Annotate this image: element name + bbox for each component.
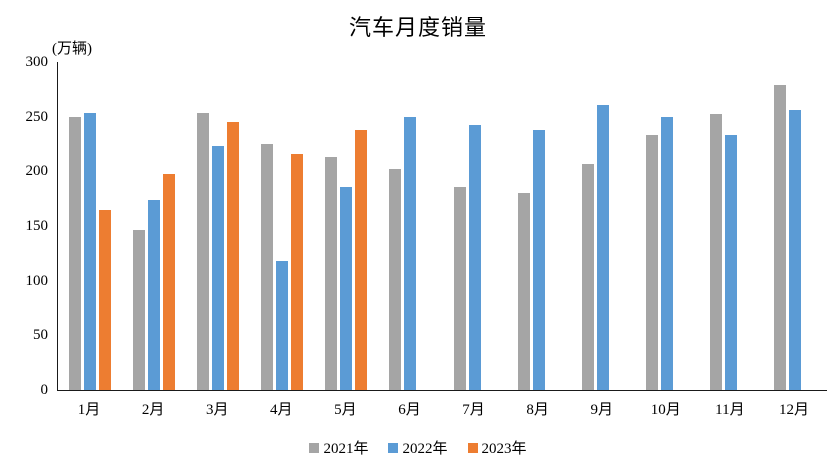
bar-2022年-3月	[212, 146, 225, 390]
bar-2021年-8月	[517, 193, 530, 390]
bar-2021年-10月	[645, 135, 658, 390]
x-tick-label-1月: 1月	[77, 402, 101, 418]
chart-title: 汽车月度销量	[348, 15, 487, 40]
bar-2021年-3月	[197, 113, 210, 390]
bar-2022年-7月	[468, 125, 481, 390]
legend-swatch-icon	[467, 442, 478, 453]
bar-2022年-2月	[148, 199, 161, 390]
y-tick-label-0: 0	[40, 382, 49, 398]
legend: 2021年 2022年 2023年	[0, 437, 836, 458]
bar-2021年-9月	[581, 163, 594, 390]
bar-2023年-5月	[355, 129, 368, 390]
x-tick-label-8月: 8月	[526, 402, 549, 418]
bar-2021年-5月	[325, 157, 338, 390]
y-tick-label-300: 300	[25, 54, 49, 70]
y-tick-label-250: 250	[25, 108, 49, 125]
bar-2023年-3月	[227, 122, 240, 390]
bar-2022年-6月	[404, 116, 417, 390]
bar-2021年-12月	[773, 84, 786, 390]
bar-2022年-11月	[724, 135, 737, 390]
bar-2022年-10月	[660, 116, 673, 390]
y-tick-label-150: 150	[25, 218, 49, 234]
y-tick-label-50: 50	[33, 327, 48, 344]
bar-2022年-1月	[84, 113, 97, 390]
x-tick-label-3月: 3月	[205, 402, 229, 418]
x-tick-label-12月: 12月	[778, 402, 809, 418]
bar-2021年-2月	[133, 230, 146, 390]
x-tick-label-5月: 5月	[334, 402, 357, 418]
plot-area	[57, 62, 827, 391]
bar-2021年-6月	[389, 169, 402, 390]
y-tick-label-100: 100	[25, 272, 49, 289]
bar-2021年-7月	[453, 186, 466, 390]
bar-2023年-4月	[291, 153, 304, 390]
legend-item-2023年: 2023年	[467, 437, 527, 458]
bar-2023年-2月	[163, 173, 176, 390]
bar-2021年-4月	[261, 144, 274, 390]
bar-2022年-5月	[340, 186, 353, 390]
y-axis-unit-label: (万辆)	[52, 41, 92, 57]
bar-2022年-9月	[596, 104, 609, 390]
bar-2021年-11月	[709, 114, 722, 390]
legend-label: 2022年	[402, 441, 448, 457]
legend-item-2022年: 2022年	[388, 437, 448, 458]
bar-2022年-12月	[788, 110, 801, 390]
x-tick-label-6月: 6月	[398, 402, 421, 418]
bar-2023年-1月	[99, 209, 112, 390]
legend-swatch-icon	[388, 442, 399, 453]
x-tick-label-2月: 2月	[141, 402, 165, 418]
legend-label: 2021年	[323, 441, 369, 457]
legend-item-2021年: 2021年	[309, 437, 368, 458]
bar-2022年-4月	[276, 261, 289, 390]
legend-swatch-icon	[309, 442, 320, 453]
x-tick-label-7月: 7月	[462, 402, 485, 418]
bar-2022年-8月	[532, 129, 545, 390]
legend-label: 2023年	[481, 441, 527, 457]
x-tick-label-9月: 9月	[590, 402, 613, 418]
x-tick-label-11月: 11月	[715, 402, 745, 418]
y-tick-label-200: 200	[25, 163, 49, 180]
bar-2021年-1月	[69, 116, 82, 390]
x-tick-label-4月: 4月	[270, 402, 293, 418]
x-tick-label-10月: 10月	[650, 402, 681, 418]
